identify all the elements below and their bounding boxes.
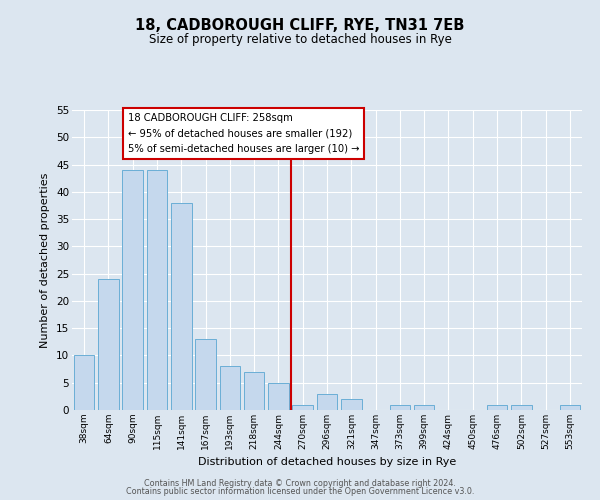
Text: Contains HM Land Registry data © Crown copyright and database right 2024.: Contains HM Land Registry data © Crown c… (144, 478, 456, 488)
Bar (74, 356, 94, 410)
Bar (98, 279, 119, 410)
Text: Contains public sector information licensed under the Open Government Licence v3: Contains public sector information licen… (126, 487, 474, 496)
Bar (487, 404, 508, 410)
Bar (414, 404, 434, 410)
Text: 18 CADBOROUGH CLIFF: 258sqm
← 95% of detached houses are smaller (192)
5% of sem: 18 CADBOROUGH CLIFF: 258sqm ← 95% of det… (128, 112, 359, 154)
Bar (171, 202, 191, 410)
Bar (195, 339, 216, 410)
Bar (292, 404, 313, 410)
Bar (146, 170, 167, 410)
Bar (122, 170, 143, 410)
X-axis label: Distribution of detached houses by size in Rye: Distribution of detached houses by size … (198, 458, 456, 468)
Bar (244, 372, 265, 410)
Y-axis label: Number of detached properties: Number of detached properties (40, 172, 50, 348)
Bar (511, 404, 532, 410)
Bar (220, 366, 240, 410)
Text: 18, CADBOROUGH CLIFF, RYE, TN31 7EB: 18, CADBOROUGH CLIFF, RYE, TN31 7EB (136, 18, 464, 32)
Bar (560, 404, 580, 410)
Bar (389, 404, 410, 410)
Bar (341, 399, 362, 410)
Bar (268, 382, 289, 410)
Bar (317, 394, 337, 410)
Text: Size of property relative to detached houses in Rye: Size of property relative to detached ho… (149, 32, 451, 46)
